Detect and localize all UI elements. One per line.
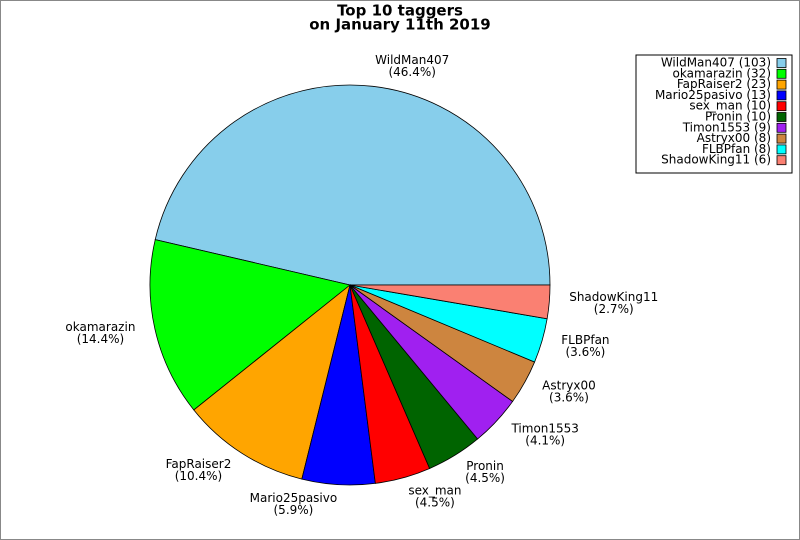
slice-value-label: (10.4%) xyxy=(175,469,222,483)
legend-swatch xyxy=(776,79,787,90)
legend-swatch xyxy=(776,155,787,166)
slice-value-label: (2.7%) xyxy=(594,302,634,316)
legend-swatch xyxy=(776,68,787,79)
legend-swatch xyxy=(776,144,787,155)
legend-label: FapRaiser2 (23) xyxy=(677,77,771,91)
legend-label: Astryx00 (8) xyxy=(697,131,771,145)
slice-label: FapRaiser2 xyxy=(166,457,232,471)
slice-label: okamarazin xyxy=(65,320,135,334)
legend-label: ShadowKing11 (6) xyxy=(661,153,771,167)
pie-slice xyxy=(149,239,351,411)
chart-title: Top 10 taggers xyxy=(337,2,463,20)
slice-label: FLBPfan xyxy=(561,333,609,347)
legend-swatch xyxy=(776,133,787,144)
legend-swatch xyxy=(776,122,787,133)
slice-value-label: (5.9%) xyxy=(274,503,314,517)
legend-swatch xyxy=(776,58,787,68)
slice-label: WildMan407 xyxy=(375,53,449,67)
legend-label: FLBPfan (8) xyxy=(702,142,771,156)
legend-label: sex_man (10) xyxy=(689,99,771,113)
slice-value-label: (4.1%) xyxy=(525,433,565,447)
legend-label: Pronin (10) xyxy=(705,110,771,124)
legend-swatch xyxy=(776,112,787,122)
slice-label: Astryx00 xyxy=(542,379,596,393)
legend-label: WildMan407 (103) xyxy=(661,56,771,70)
pie-slice xyxy=(193,283,351,480)
pie-slice xyxy=(349,284,551,320)
legend-swatch xyxy=(776,90,787,101)
slice-label: Timon1553 xyxy=(510,421,578,435)
slice-label: sex_man xyxy=(408,484,461,498)
slice-label: Pronin xyxy=(466,459,504,473)
slice-value-label: (46.4%) xyxy=(388,65,435,79)
slice-value-label: (4.5%) xyxy=(415,496,455,510)
slice-label: ShadowKing11 xyxy=(569,290,658,304)
slice-label: Mario25pasivo xyxy=(250,491,338,505)
legend-box xyxy=(635,54,793,174)
slice-value-label: (4.5%) xyxy=(465,471,505,485)
legend-label: Timon1553 (9) xyxy=(682,120,771,134)
legend-swatch xyxy=(776,101,787,112)
legend-label: Mario25pasivo (13) xyxy=(655,88,771,102)
pie-slice xyxy=(154,84,551,286)
slice-value-label: (3.6%) xyxy=(565,345,605,359)
slice-value-label: (3.6%) xyxy=(549,391,589,405)
slice-value-label: (14.4%) xyxy=(77,332,124,346)
legend-label: okamarazin (32) xyxy=(673,66,771,80)
chart-subtitle: on January 11th 2019 xyxy=(309,16,490,34)
